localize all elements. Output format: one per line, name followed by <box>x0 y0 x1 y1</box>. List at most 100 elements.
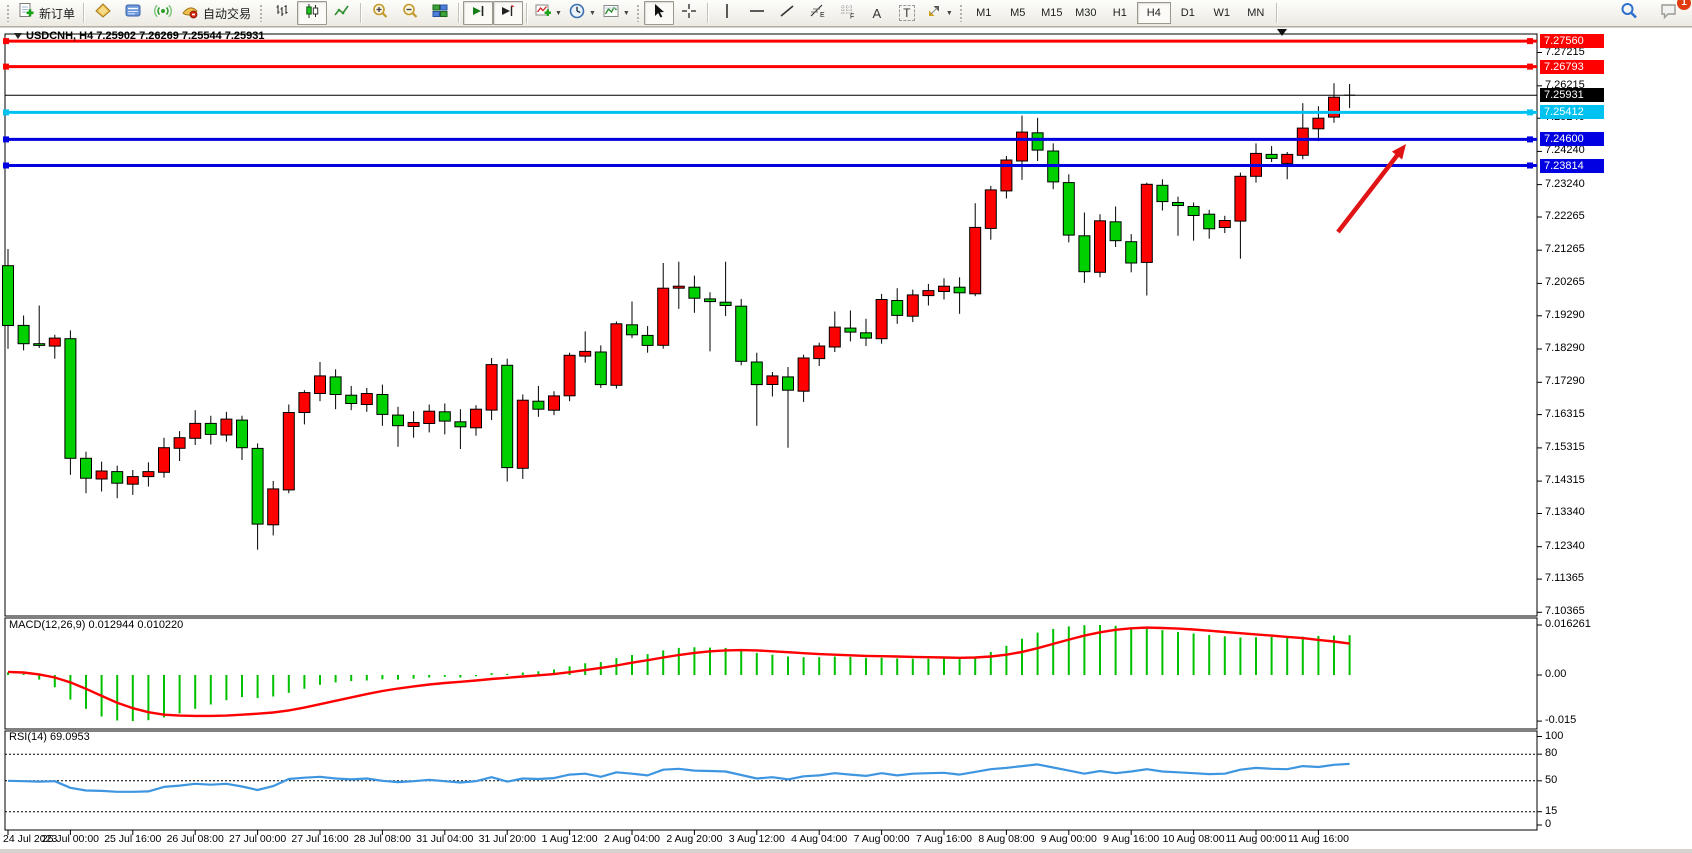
date-axis-label: 11 Aug 00:00 <box>1225 833 1287 845</box>
auto-scroll-button[interactable] <box>463 1 494 25</box>
svg-text:E: E <box>820 12 825 19</box>
timeframe-button-w1[interactable]: W1 <box>1213 7 1231 19</box>
fibonacci-button[interactable]: E <box>802 1 832 25</box>
toolbar-separator <box>1275 3 1278 23</box>
toolbar-grip[interactable] <box>635 4 641 22</box>
timeframe-button-m30[interactable]: M30 <box>1075 7 1097 19</box>
date-axis-label: 11 Aug 16:00 <box>1287 833 1349 845</box>
new-order-button[interactable]: 新订单 <box>14 1 80 25</box>
date-axis-label: 24 Jul 2023 <box>3 833 58 845</box>
fibo-grid-button[interactable]: F <box>832 1 862 25</box>
annotation-arrow[interactable] <box>1336 144 1406 234</box>
price-badge: 7.26793 <box>1540 59 1604 74</box>
text-tool-icon: A <box>872 5 882 21</box>
chart-shift-marker[interactable] <box>1277 29 1287 36</box>
price-tick-label: 7.19290 <box>1545 308 1585 321</box>
data-window-button[interactable] <box>118 1 148 25</box>
toolbar-grip[interactable] <box>259 4 265 22</box>
price-tick-label: 7.16315 <box>1545 407 1585 420</box>
indicators-icon <box>534 2 552 25</box>
zoom-out-icon <box>401 2 419 25</box>
zoom-in-button[interactable] <box>365 1 395 25</box>
date-axis-label: 9 Aug 00:00 <box>1040 833 1097 845</box>
date-axis-label: 8 Aug 08:00 <box>978 833 1035 845</box>
price-tick-label: 7.18290 <box>1545 342 1585 355</box>
cursor-button[interactable] <box>643 1 674 25</box>
bar-chart-button[interactable] <box>267 1 297 25</box>
toolbar-separator <box>706 3 709 23</box>
chevron-down-icon: ▼ <box>945 9 953 17</box>
rsi-tick-label: 100 <box>1545 729 1564 742</box>
main-toolbar: 新订单 自动交易 ▼ ▼ ▼ E F A T ▼ M1 M5 M15 M30 H1 H4 D… <box>0 0 1692 27</box>
price-axis-ticks <box>1537 52 1542 826</box>
timeframe-button-h1[interactable]: H1 <box>1112 7 1127 19</box>
macd-tick-label: -0.015 <box>1545 714 1577 727</box>
candlestick-button[interactable] <box>297 1 328 25</box>
search-button[interactable] <box>1614 1 1644 25</box>
market-watch-button[interactable] <box>88 1 118 25</box>
toolbar-grip[interactable] <box>6 4 11 22</box>
toolbar-grip[interactable] <box>958 4 964 22</box>
vertical-line-button[interactable] <box>712 1 742 25</box>
macd-histogram <box>7 625 1351 722</box>
notification-badge: 1 <box>1677 0 1691 10</box>
new-order-icon <box>17 2 35 25</box>
templates-icon <box>602 2 620 25</box>
macd-tick-label: 0.016261 <box>1545 617 1591 630</box>
toolbar-separator <box>526 3 529 23</box>
horizontal-line-icon <box>748 2 766 25</box>
tile-windows-icon <box>431 2 449 25</box>
date-axis-label: 7 Aug 16:00 <box>915 833 973 845</box>
timeframe-button-m15[interactable]: M15 <box>1041 7 1063 19</box>
autotrading-button[interactable]: 自动交易 <box>178 1 256 25</box>
date-axis-label: 27 Jul 16:00 <box>291 833 349 845</box>
date-axis-label: 25 Jul 00:00 <box>41 833 99 845</box>
line-chart-button[interactable] <box>327 1 357 25</box>
text-label-icon: T <box>899 5 915 21</box>
trendline-button[interactable] <box>772 1 802 25</box>
date-axis-label: 9 Aug 16:00 <box>1103 833 1160 845</box>
timeframe-button-m5[interactable]: M5 <box>1010 7 1026 19</box>
signals-button[interactable] <box>148 1 178 25</box>
timeframe-button-d1[interactable]: D1 <box>1180 7 1195 19</box>
date-axis-label: 31 Jul 04:00 <box>416 833 474 845</box>
date-axis-label: 3 Aug 12:00 <box>728 833 785 845</box>
chart-canvas[interactable] <box>0 28 1692 851</box>
text-tool-button[interactable]: A <box>862 1 892 25</box>
timeframe-button-m1[interactable]: M1 <box>976 7 992 19</box>
chart-title: USDCNH, H4 7.25902 7.26269 7.25544 7.259… <box>14 30 265 42</box>
horizontal-line-button[interactable] <box>742 1 772 25</box>
search-icon <box>1619 1 1639 26</box>
toolbar-separator <box>360 3 363 23</box>
horizontal-level-lines[interactable] <box>3 38 1537 169</box>
tile-windows-button[interactable] <box>425 1 455 25</box>
rsi-tick-label: 15 <box>1545 804 1558 817</box>
date-axis-label: 31 Jul 20:00 <box>478 833 536 845</box>
autotrading-icon <box>181 2 199 25</box>
chart-shift-button[interactable] <box>493 1 524 25</box>
vertical-line-icon <box>719 2 735 25</box>
arrows-tool-icon <box>925 2 943 25</box>
price-tick-label: 7.20265 <box>1545 276 1585 289</box>
timeframe-button-h4[interactable]: H4 <box>1136 2 1171 24</box>
chart-menu-triangle-icon <box>14 33 22 40</box>
rsi-indicator-label: RSI(14) 69.0953 <box>9 731 90 743</box>
chart-window: USDCNH, H4 7.25902 7.26269 7.25544 7.259… <box>0 28 1692 851</box>
new-order-label: 新订单 <box>39 6 76 21</box>
templates-button[interactable]: ▼ <box>599 1 633 25</box>
zoom-in-icon <box>371 2 389 25</box>
svg-text:F: F <box>850 13 854 20</box>
arrows-tool-button[interactable]: ▼ <box>922 1 956 25</box>
zoom-out-button[interactable] <box>395 1 425 25</box>
text-label-button[interactable]: T <box>892 1 922 25</box>
price-tick-label: 7.14315 <box>1545 474 1585 487</box>
crosshair-button[interactable] <box>674 1 704 25</box>
notifications-button[interactable]: 1 <box>1654 0 1691 25</box>
toolbar-separator <box>83 3 86 23</box>
timeframe-button-mn[interactable]: MN <box>1247 7 1265 19</box>
indicators-button[interactable]: ▼ <box>531 1 565 25</box>
date-axis-label: 10 Aug 08:00 <box>1162 833 1225 845</box>
signals-icon <box>154 2 172 25</box>
chart-shift-icon <box>499 2 517 25</box>
periods-button[interactable]: ▼ <box>565 1 599 25</box>
